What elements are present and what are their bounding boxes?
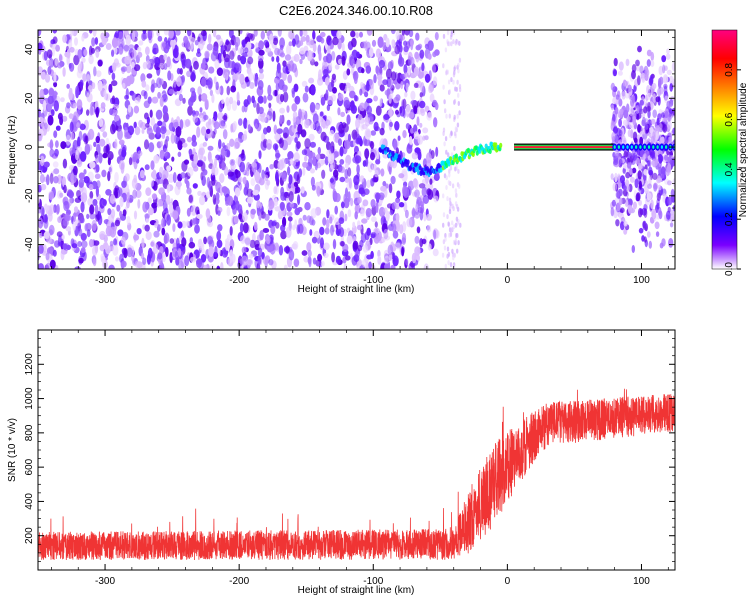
colorbar-tick-label: 0.2: [724, 212, 735, 226]
snr-ylabel: SNR (10 * v/v): [7, 418, 18, 482]
spectrogram-xlabel: Height of straight line (km): [298, 284, 415, 295]
colorbar: 0.0 0.2 0.4 0.6 0.8 Normalized spectral ampl…: [711, 29, 749, 276]
spectrogram-ytick-label: 0: [24, 144, 35, 150]
spectrogram-heatmap: [38, 30, 675, 269]
colorbar-label: Normalized spectral amplitude: [738, 82, 749, 217]
snr-ytick-label: 800: [24, 424, 35, 441]
spectrogram-frame: [37, 29, 676, 270]
spectrogram-xtick-label: 100: [633, 275, 650, 286]
snr-axis-ticks: -300 -200 -100 0 100 200 400 600 800 1000 1200: [24, 329, 675, 587]
colorbar-tick-label: 0.6: [724, 112, 735, 126]
figure-title: C2E6.2024.346.00.10.R08: [279, 3, 433, 18]
snr-xtick-label: 100: [633, 576, 650, 587]
snr-xlabel: Height of straight line (km): [298, 585, 415, 596]
colorbar-tick-label: 0.0: [724, 262, 735, 276]
spectrogram-ylabel: Frequency (Hz): [7, 116, 18, 185]
snr-ytick-label: 1200: [24, 353, 35, 376]
snr-xtick-label: 0: [505, 576, 511, 587]
snr-xtick-label: -200: [229, 576, 249, 587]
snr-series-line: [38, 388, 675, 561]
colorbar-tick-label: 0.4: [724, 162, 735, 176]
snr-ytick-label: 1000: [24, 387, 35, 410]
snr-ytick-label: 400: [24, 493, 35, 510]
snr-ytick-label: 600: [24, 458, 35, 475]
spectrogram-ytick-label: -40: [24, 237, 35, 252]
spectrogram-xtick-label: 0: [505, 275, 511, 286]
spectrogram-ytick-label: 20: [24, 92, 35, 104]
snr-xtick-label: -100: [363, 576, 383, 587]
spectrogram-xtick-label: -100: [363, 275, 383, 286]
spectrogram-ytick-label: -20: [24, 188, 35, 203]
spectrogram-xtick-label: -300: [95, 275, 115, 286]
colorbar-ticks: 0.0 0.2 0.4 0.6 0.8: [724, 62, 741, 276]
colorbar-gradient: [711, 29, 738, 270]
snr-panel: -300 -200 -100 0 100 200 400 600 800 1000 1200 Hei…: [7, 329, 676, 596]
colorbar-tick-label: 0.8: [724, 62, 735, 76]
snr-plot-area: [38, 330, 675, 570]
snr-xtick-label: -300: [95, 576, 115, 587]
spectrogram-xtick-label: -200: [229, 275, 249, 286]
snr-ytick-label: 200: [24, 527, 35, 544]
spectrogram-ytick-label: 40: [24, 44, 35, 56]
